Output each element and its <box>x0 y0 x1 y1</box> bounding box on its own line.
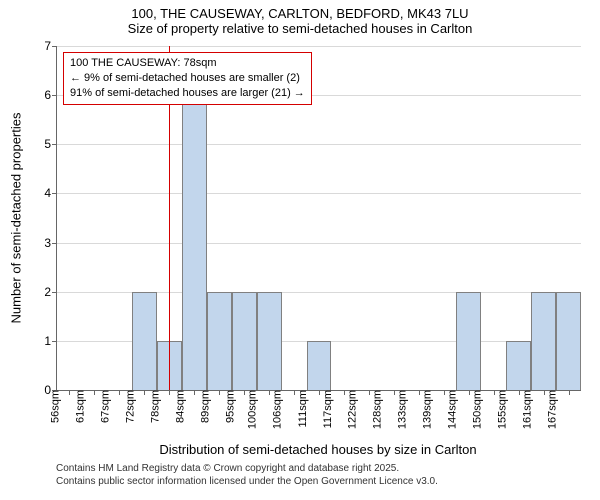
bar <box>307 341 332 390</box>
xtick-label: 161sqm <box>515 390 533 429</box>
ytick-label: 6 <box>44 88 57 102</box>
legend-line3: 91% of semi-detached houses are larger (… <box>70 86 305 101</box>
x-axis-label: Distribution of semi-detached houses by … <box>159 442 476 457</box>
xtick-label: 61sqm <box>69 390 87 423</box>
ytick-label: 7 <box>44 39 57 53</box>
xtick-label: 111sqm <box>291 390 309 428</box>
xtick-label: 100sqm <box>241 390 259 429</box>
chart-title-line1: 100, THE CAUSEWAY, CARLTON, BEDFORD, MK4… <box>0 0 600 21</box>
footer-line2: Contains public sector information licen… <box>56 475 438 488</box>
bar <box>531 292 556 390</box>
xtick-label: 144sqm <box>440 390 458 429</box>
ytick-label: 1 <box>44 334 57 348</box>
gridline <box>57 46 581 47</box>
bar <box>556 292 581 390</box>
plot-area: 0123456756sqm61sqm67sqm72sqm78sqm84sqm89… <box>56 46 581 391</box>
xtick-label: 78sqm <box>144 390 162 423</box>
xtick-label: 56sqm <box>44 390 62 423</box>
xtick-label: 106sqm <box>265 390 283 429</box>
xtick-label: 89sqm <box>194 390 212 423</box>
bar <box>456 292 481 390</box>
legend-box: 100 THE CAUSEWAY: 78sqm← 9% of semi-deta… <box>63 52 312 105</box>
chart-title-line2: Size of property relative to semi-detach… <box>0 21 600 40</box>
bar <box>257 292 282 390</box>
xtick-label: 155sqm <box>490 390 508 429</box>
y-axis-label: Number of semi-detached properties <box>9 113 24 324</box>
xtick-label: 150sqm <box>465 390 483 429</box>
bar <box>506 341 531 390</box>
xtick-label: 84sqm <box>169 390 187 423</box>
gridline <box>57 243 581 244</box>
xtick-label: 139sqm <box>415 390 433 429</box>
chart-footer: Contains HM Land Registry data © Crown c… <box>56 462 438 488</box>
legend-line2: ← 9% of semi-detached houses are smaller… <box>70 71 305 86</box>
xtick-mark <box>569 390 570 395</box>
ytick-label: 2 <box>44 285 57 299</box>
chart-container: 100, THE CAUSEWAY, CARLTON, BEDFORD, MK4… <box>0 0 600 500</box>
ytick-label: 3 <box>44 236 57 250</box>
xtick-label: 167sqm <box>540 390 558 429</box>
ytick-label: 5 <box>44 137 57 151</box>
xtick-label: 128sqm <box>365 390 383 429</box>
xtick-label: 72sqm <box>119 390 137 423</box>
bar <box>207 292 232 390</box>
xtick-label: 133sqm <box>390 390 408 429</box>
xtick-label: 67sqm <box>94 390 112 423</box>
xtick-label: 95sqm <box>219 390 237 423</box>
xtick-label: 117sqm <box>316 390 334 428</box>
xtick-label: 122sqm <box>340 390 358 429</box>
gridline <box>57 144 581 145</box>
bar <box>232 292 257 390</box>
bar <box>132 292 157 390</box>
legend-line1: 100 THE CAUSEWAY: 78sqm <box>70 56 305 71</box>
bar <box>182 95 207 390</box>
ytick-label: 4 <box>44 186 57 200</box>
gridline <box>57 193 581 194</box>
footer-line1: Contains HM Land Registry data © Crown c… <box>56 462 438 475</box>
